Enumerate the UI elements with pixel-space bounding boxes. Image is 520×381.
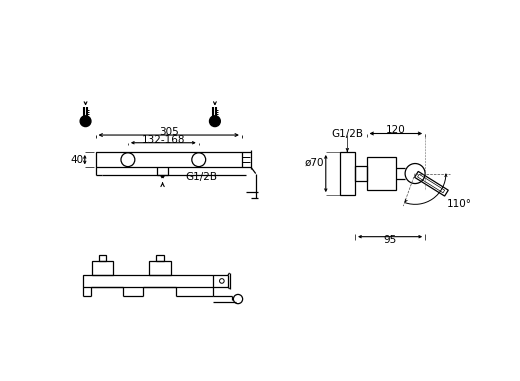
- Text: 40: 40: [71, 155, 84, 165]
- Bar: [99, 255, 106, 261]
- Bar: [367, 157, 396, 190]
- Bar: [83, 275, 213, 287]
- Bar: [157, 255, 164, 261]
- Bar: [149, 261, 171, 275]
- Text: 110°: 110°: [447, 199, 472, 209]
- Text: 95: 95: [383, 235, 397, 245]
- Text: G1/2B: G1/2B: [185, 171, 217, 182]
- Text: G1/2B: G1/2B: [331, 128, 363, 139]
- Bar: [96, 152, 242, 167]
- Text: 120: 120: [386, 125, 406, 135]
- Bar: [92, 261, 113, 275]
- Bar: [355, 166, 367, 181]
- Circle shape: [80, 116, 91, 126]
- Bar: [340, 152, 355, 195]
- Circle shape: [210, 116, 220, 126]
- Text: 132-168: 132-168: [141, 134, 185, 145]
- Text: ø70: ø70: [305, 158, 324, 168]
- Text: 305: 305: [159, 127, 178, 137]
